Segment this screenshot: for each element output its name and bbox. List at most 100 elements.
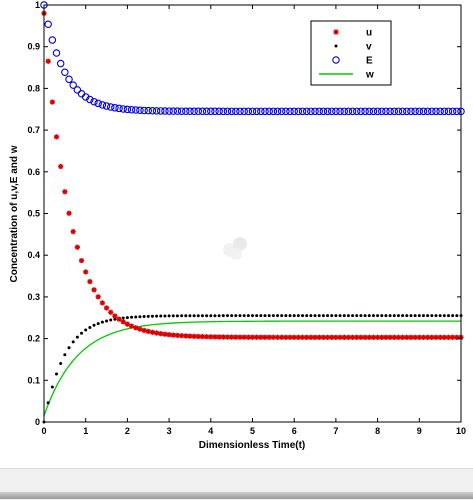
series-layer xyxy=(40,1,465,424)
series-u-point xyxy=(324,334,331,340)
series-E-point xyxy=(332,107,340,116)
series-E-point xyxy=(240,107,248,116)
series-E-point xyxy=(115,104,123,113)
series-v-point xyxy=(380,314,384,318)
series-u-point xyxy=(199,334,206,340)
series-u-point xyxy=(274,334,281,340)
series-v-point xyxy=(96,322,100,326)
series-u-point xyxy=(208,334,214,340)
series-u-point xyxy=(170,332,176,338)
series-v-point xyxy=(326,314,330,318)
series-v-point xyxy=(321,314,325,318)
series-v-point xyxy=(430,314,434,318)
series-v-point xyxy=(84,328,88,332)
series-w xyxy=(43,320,461,416)
series-E-point xyxy=(273,107,282,116)
legend-swatch-E xyxy=(332,56,340,64)
series-v-point xyxy=(392,314,396,318)
series-v-point xyxy=(413,314,417,318)
series-u-point xyxy=(70,229,76,235)
series-E-point xyxy=(119,105,127,113)
x-tick-label: 5 xyxy=(250,426,255,436)
series-E-point xyxy=(227,107,236,116)
series-E-point xyxy=(207,107,215,116)
series-v-point xyxy=(130,315,134,319)
x-tick-label: 4 xyxy=(208,426,213,436)
x-tick-label: 10 xyxy=(456,426,466,436)
series-v-point xyxy=(59,361,63,365)
series-E-point xyxy=(407,107,415,116)
series-E-point xyxy=(173,107,182,115)
series-E xyxy=(40,1,465,116)
series-v-point xyxy=(313,314,317,318)
series-v-point xyxy=(221,314,225,318)
series-E-point xyxy=(161,107,169,115)
series-v-point xyxy=(92,323,96,327)
series-E-point xyxy=(69,81,77,89)
x-tick-label: 6 xyxy=(292,426,297,436)
series-v-point xyxy=(363,314,367,318)
series-E-point xyxy=(102,102,111,110)
series-E-point xyxy=(257,107,265,116)
series-v-point xyxy=(150,314,154,318)
series-E-point xyxy=(73,86,82,94)
series-E-point xyxy=(444,107,453,116)
series-v-point xyxy=(342,314,346,318)
series-v-point xyxy=(305,314,309,318)
series-v-point xyxy=(146,314,150,318)
y-tick-label: 0.7 xyxy=(27,125,40,135)
series-v-point xyxy=(238,314,242,318)
series-E-point xyxy=(157,107,165,115)
legend-label-w: w xyxy=(365,70,374,81)
series-E-point xyxy=(198,107,207,116)
series-u-point xyxy=(429,334,435,340)
series-E-point xyxy=(386,107,394,116)
series-E-point xyxy=(261,107,269,116)
series-u-point xyxy=(383,334,389,340)
series-v-point xyxy=(292,314,296,318)
series-u-point xyxy=(83,269,89,275)
series-E-point xyxy=(453,107,461,116)
axis-ticks: 0 1 2 3 4 5 6 7 8 9 10 0 0.1 0.2 0.3 0.4 0.5 0.6 0.7 0.8 0.9… xyxy=(27,0,466,436)
x-tick-label: 3 xyxy=(167,426,172,436)
series-E-point xyxy=(232,107,240,116)
series-E-point xyxy=(144,106,153,115)
series-E-point xyxy=(194,107,203,116)
series-v-point xyxy=(446,314,450,318)
series-v-point xyxy=(100,320,104,324)
series-u-point xyxy=(137,326,143,332)
series-v-point xyxy=(421,314,425,318)
legend-swatch-u xyxy=(333,29,339,35)
series-E-point xyxy=(403,107,411,116)
series-v-point xyxy=(455,314,459,318)
series-v-point xyxy=(301,314,305,318)
series-v-point xyxy=(163,314,167,318)
series-v-point xyxy=(276,314,280,318)
series-v-point xyxy=(63,353,67,357)
series-E-point xyxy=(44,20,52,29)
series-E-point xyxy=(390,107,399,116)
y-tick-label: 0.6 xyxy=(27,167,40,177)
series-v-point xyxy=(409,314,413,318)
series-v-point xyxy=(351,314,355,318)
series-v-point xyxy=(75,335,79,339)
series-u-point xyxy=(179,333,185,339)
series-E-point xyxy=(190,107,198,116)
series-v-point xyxy=(188,314,192,318)
series-v-point xyxy=(217,314,221,318)
series-v-point xyxy=(426,314,430,318)
series-v-point xyxy=(284,314,288,318)
series-u-point xyxy=(112,313,118,319)
series-u-point xyxy=(141,327,147,333)
series-u-point xyxy=(362,334,368,340)
series-v-point xyxy=(267,314,271,318)
series-E-point xyxy=(152,107,161,115)
series-E-point xyxy=(265,107,273,116)
series-u-point xyxy=(291,334,297,340)
series-v-point xyxy=(175,314,179,318)
series-E-point xyxy=(432,107,440,116)
series-E-point xyxy=(136,106,144,115)
series-v-point xyxy=(225,314,229,318)
series-v-point xyxy=(171,314,175,318)
series-E-point xyxy=(290,107,298,116)
